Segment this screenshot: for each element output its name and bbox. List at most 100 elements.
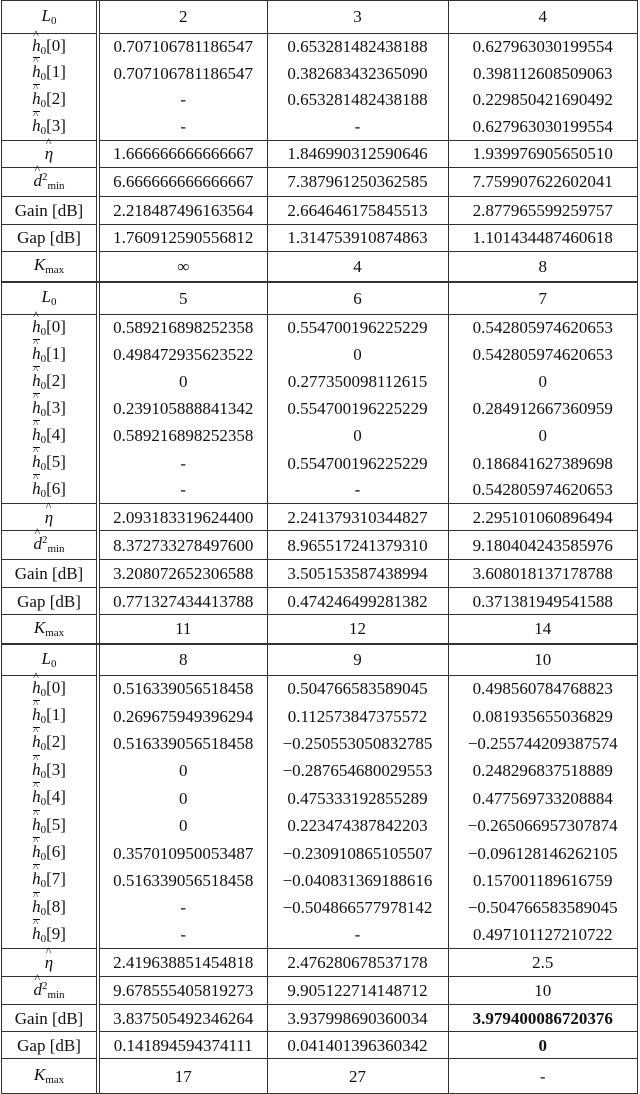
coefficient-row: h0[6]--0.542805974620653 <box>2 473 637 504</box>
cell-value: 0.041401396360342 <box>266 1031 448 1059</box>
label-symbol: h <box>32 392 41 416</box>
cell-value: 2.877965599259757 <box>447 195 637 225</box>
metric-row: d2min6.6666666666666677.3879612503625857… <box>2 163 637 197</box>
cell-value: 0.229850421690492 <box>447 86 637 114</box>
cell-value: 0.398112608509063 <box>447 59 637 87</box>
row-label: η <box>2 136 100 168</box>
cell-value: 2.241379310344827 <box>266 503 448 531</box>
label-symbol: Gain [dB] <box>14 564 84 584</box>
cell-value: 8 <box>447 250 637 282</box>
label-symbol: h <box>32 699 41 723</box>
table-block-1: L0234h0[0]0.7071067811865470.65328148243… <box>1 0 638 283</box>
label-symbol: h <box>32 309 41 335</box>
coefficient-table: L0234h0[0]0.7071067811865470.65328148243… <box>2 1 637 282</box>
cell-value: 0.653281482438188 <box>266 32 448 60</box>
label-sub: 0 <box>40 124 47 137</box>
row-label: η <box>2 945 100 977</box>
cell-value: 0.707106781186547 <box>98 32 267 60</box>
coefficient-row: h0[3]0−0.2876546800295530.24829683751888… <box>2 754 637 785</box>
row-label: Kmax <box>2 250 100 282</box>
cell-value: 0.707106781186547 <box>113 63 254 83</box>
cell-value: 0.277350098112615 <box>266 368 448 396</box>
cell-value: 6 <box>266 283 448 314</box>
label-index: [3] <box>46 759 66 779</box>
cell-value: 0.554700196225229 <box>266 395 448 423</box>
cell-value: 10 <box>447 976 637 1005</box>
cell-value: 1.666666666666667 <box>98 139 267 168</box>
coefficient-row: h0[1]0.7071067811865470.3826834323650900… <box>2 56 637 87</box>
label-symbol: K <box>33 255 46 275</box>
label-symbol: h <box>32 918 41 942</box>
label-symbol: h <box>32 28 41 54</box>
coefficient-row: h0[0]0.5163390565184580.5047665835890450… <box>2 670 637 703</box>
cell-value: 0.239105888841342 <box>113 399 254 419</box>
label-symbol: h <box>32 338 41 362</box>
cell-value: 27 <box>266 1058 448 1093</box>
label-symbol: h <box>32 419 41 443</box>
cell-value: 2 <box>179 7 188 27</box>
row-label: h0[6] <box>2 836 100 867</box>
label-sub: 0 <box>40 796 47 809</box>
cell-value: 0.542805974620653 <box>447 476 637 504</box>
label-index: [9] <box>46 923 66 943</box>
label-index: [3] <box>46 397 66 417</box>
label-symbol: K <box>33 617 46 637</box>
cell-value: ∞ <box>98 250 267 282</box>
cell-value: 11 <box>98 614 267 643</box>
coefficient-row: h0[1]0.2696759493962940.1125738473755720… <box>2 699 637 730</box>
cell-value: 0.223474387842203 <box>266 811 448 840</box>
coefficient-row: h0[0]0.7071067811865470.6532814824381880… <box>2 28 637 60</box>
label-symbol: h <box>32 781 41 805</box>
metric-row: Gap [dB] 0.771327434413788 0.4742464992813… <box>2 587 637 615</box>
label-index: [1] <box>46 343 66 363</box>
coefficient-row: h0[8] - −0.504866577978142−0.5047665835890… <box>2 891 637 922</box>
cell-value: 9.180404243585976 <box>447 530 637 560</box>
cell-value: 3 <box>266 1 448 33</box>
metric-row: Gap [dB] 0.141894594374111 0.0414013963603… <box>2 1031 637 1059</box>
cell-value: 8.965517241379310 <box>266 530 448 560</box>
cell-value: 7.759907622602041 <box>447 166 637 197</box>
row-label: Gap [dB] <box>2 223 100 252</box>
cell-value: 0.497101127210722 <box>447 921 637 949</box>
label-index: [4] <box>46 787 66 807</box>
label-symbol: h <box>32 726 41 750</box>
label-sub: min <box>47 543 65 556</box>
label-index: [8] <box>46 896 66 916</box>
cell-value: −0.265066957307874 <box>447 811 637 840</box>
label-symbol: L <box>41 287 51 307</box>
label-index: [5] <box>46 452 66 472</box>
cell-value: −0.504766583589045 <box>447 894 637 922</box>
cell-value: 10 <box>447 645 637 675</box>
label-sub: 0 <box>40 433 47 446</box>
cell-value: 0.771327434413788 <box>98 587 267 615</box>
label-symbol: Gain [dB] <box>14 200 84 220</box>
label-index: [4] <box>46 424 66 444</box>
cell-value: 0 <box>179 816 188 836</box>
row-label: h0[1] <box>2 338 100 369</box>
cell-value: 1.314753910874863 <box>266 223 448 252</box>
label-sub: 0 <box>50 296 57 309</box>
label-symbol: h <box>32 83 41 107</box>
row-label: Gain [dB] <box>2 1004 100 1032</box>
cell-value: 2.295101060896494 <box>447 503 637 531</box>
cell-value: 14 <box>447 614 637 643</box>
cell-value: −0.287654680029553 <box>266 757 448 785</box>
label-index: [0] <box>46 316 66 336</box>
cell-value: - <box>180 480 187 500</box>
label-sub: 0 <box>40 44 47 57</box>
table-block-3: L08910h0[0]0.5163390565184580.5047665835… <box>1 644 638 1094</box>
label-index: [0] <box>46 35 66 55</box>
label-sub: 0 <box>50 657 57 670</box>
cell-value: 0 <box>179 761 188 781</box>
row-label: h0[4] <box>2 781 100 812</box>
row-label: Gap [dB] <box>2 1031 100 1059</box>
label-sub: 0 <box>40 714 47 727</box>
cell-value: - <box>447 1058 637 1093</box>
label-index: [1] <box>46 62 66 82</box>
label-sub: 0 <box>40 379 47 392</box>
metric-row: d2min8.3727332784976008.9655172413793109… <box>2 526 637 560</box>
row-label: h0[0] <box>2 670 100 703</box>
label-sub: max <box>45 264 65 277</box>
